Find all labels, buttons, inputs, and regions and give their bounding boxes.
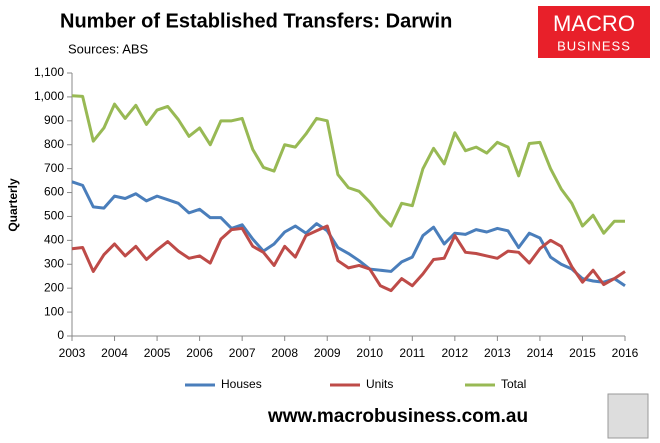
y-tick-label: 800 (44, 137, 64, 151)
x-tick-label: 2015 (569, 346, 596, 360)
y-tick-label: 0 (57, 328, 64, 342)
x-tick-label: 2007 (229, 346, 256, 360)
x-tick-label: 2004 (101, 346, 128, 360)
y-tick-label: 700 (44, 161, 64, 175)
legend-label: Houses (221, 377, 262, 391)
x-tick-label: 2013 (484, 346, 511, 360)
series-line (71, 94, 625, 235)
x-tick-label: 2009 (314, 346, 341, 360)
y-tick-label: 1,000 (34, 89, 64, 103)
legend-label: Units (366, 377, 393, 391)
logo-text: BUSINESS (557, 38, 631, 53)
x-tick-label: 2014 (527, 346, 554, 360)
x-tick-label: 2011 (399, 346, 425, 360)
source: Sources: ABS (68, 41, 149, 56)
legend-label: Total (501, 377, 526, 391)
x-tick-label: 2003 (59, 346, 86, 360)
y-tick-label: 400 (44, 233, 64, 247)
chart-title: Number of Established Transfers: Darwin (60, 10, 452, 32)
x-tick-label: 2016 (612, 346, 639, 360)
logo-box (538, 6, 650, 58)
y-tick-label: 500 (44, 209, 64, 223)
logo-text: MACRO (553, 11, 635, 36)
y-tick-label: 1,100 (34, 65, 64, 79)
x-tick-label: 2008 (271, 346, 298, 360)
y-tick-label: 300 (44, 256, 64, 270)
x-tick-label: 2005 (144, 346, 171, 360)
x-tick-label: 2010 (356, 346, 383, 360)
y-tick-label: 600 (44, 185, 64, 199)
x-tick-label: 2012 (441, 346, 468, 360)
y-tick-label: 100 (44, 304, 64, 318)
website: www.macrobusiness.com.au (267, 406, 528, 427)
y-tick-label: 200 (44, 280, 64, 294)
series-line (71, 224, 626, 293)
x-tick-label: 2006 (186, 346, 213, 360)
y-axis-label: Quarterly (6, 178, 20, 232)
y-tick-label: 900 (44, 113, 64, 127)
series-line (71, 180, 626, 288)
wolf-icon (607, 393, 649, 439)
